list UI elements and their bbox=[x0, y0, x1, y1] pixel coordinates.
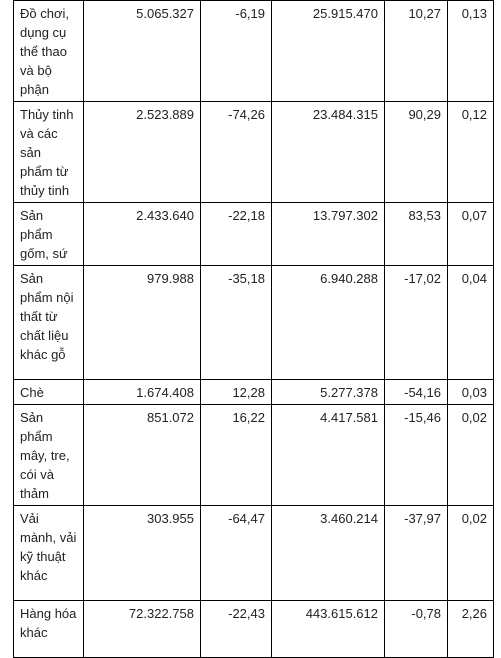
value-cell: 2.433.640 bbox=[83, 202, 201, 266]
change-percent-cell: -0,78 bbox=[384, 600, 448, 658]
product-name-cell: Sản phẩm gốm, sứ bbox=[13, 202, 84, 266]
value-cell: 23.484.315 bbox=[271, 101, 385, 203]
change-percent-cell: -35,18 bbox=[200, 265, 272, 380]
value-cell: 3.460.214 bbox=[271, 505, 385, 601]
share-percent-cell: 0,13 bbox=[447, 0, 494, 102]
value-cell: 4.417.581 bbox=[271, 404, 385, 506]
product-name-cell: Chè bbox=[13, 379, 84, 405]
value-cell: 72.322.758 bbox=[83, 600, 201, 658]
change-percent-cell: -22,43 bbox=[200, 600, 272, 658]
value-cell: 13.797.302 bbox=[271, 202, 385, 266]
change-percent-cell: 90,29 bbox=[384, 101, 448, 203]
export-data-table: Đồ chơi, dụng cụ thể thao và bộ phận 5.06… bbox=[13, 0, 494, 658]
table-row: Thủy tinh và các sản phẩm từ thủy tinh 2.… bbox=[13, 101, 494, 203]
change-percent-cell: -6,19 bbox=[200, 0, 272, 102]
product-name-cell: Sản phẩm nội thất từ chất liệu khác gỗ bbox=[13, 265, 84, 380]
change-percent-cell: 16,22 bbox=[200, 404, 272, 506]
share-percent-cell: 0,04 bbox=[447, 265, 494, 380]
product-name-cell: Sản phẩm mây, tre, cói và thảm bbox=[13, 404, 84, 506]
product-name-cell: Thủy tinh và các sản phẩm từ thủy tinh bbox=[13, 101, 84, 203]
share-percent-cell: 0,03 bbox=[447, 379, 494, 405]
value-cell: 851.072 bbox=[83, 404, 201, 506]
value-cell: 303.955 bbox=[83, 505, 201, 601]
value-cell: 5.277.378 bbox=[271, 379, 385, 405]
value-cell: 1.674.408 bbox=[83, 379, 201, 405]
value-cell: 25.915.470 bbox=[271, 0, 385, 102]
change-percent-cell: -37,97 bbox=[384, 505, 448, 601]
change-percent-cell: -64,47 bbox=[200, 505, 272, 601]
value-cell: 5.065.327 bbox=[83, 0, 201, 102]
value-cell: 979.988 bbox=[83, 265, 201, 380]
share-percent-cell: 0,12 bbox=[447, 101, 494, 203]
share-percent-cell: 0,07 bbox=[447, 202, 494, 266]
product-name-cell: Đồ chơi, dụng cụ thể thao và bộ phận bbox=[13, 0, 84, 102]
change-percent-cell: -74,26 bbox=[200, 101, 272, 203]
table-row: Đồ chơi, dụng cụ thể thao và bộ phận 5.06… bbox=[13, 0, 494, 102]
change-percent-cell: 12,28 bbox=[200, 379, 272, 405]
change-percent-cell: -17,02 bbox=[384, 265, 448, 380]
table-row: Sản phẩm gốm, sứ 2.433.640 -22,18 13.797.30… bbox=[13, 202, 494, 266]
share-percent-cell: 2,26 bbox=[447, 600, 494, 658]
change-percent-cell: -15,46 bbox=[384, 404, 448, 506]
table-row: Chè 1.674.408 12,28 5.277.378 -54,16 0,03 bbox=[13, 379, 494, 405]
change-percent-cell: 83,53 bbox=[384, 202, 448, 266]
value-cell: 2.523.889 bbox=[83, 101, 201, 203]
table-row: Sản phẩm nội thất từ chất liệu khác gỗ 97… bbox=[13, 265, 494, 380]
table-body: Đồ chơi, dụng cụ thể thao và bộ phận 5.06… bbox=[13, 0, 494, 658]
table-row: Hàng hóa khác 72.322.758 -22,43 443.615.612… bbox=[13, 600, 494, 658]
table-row: Sản phẩm mây, tre, cói và thảm 851.072 16,… bbox=[13, 404, 494, 506]
share-percent-cell: 0,02 bbox=[447, 404, 494, 506]
product-name-cell: Hàng hóa khác bbox=[13, 600, 84, 658]
share-percent-cell: 0,02 bbox=[447, 505, 494, 601]
value-cell: 443.615.612 bbox=[271, 600, 385, 658]
change-percent-cell: -54,16 bbox=[384, 379, 448, 405]
product-name-cell: Vải mành, vải kỹ thuật khác bbox=[13, 505, 84, 601]
value-cell: 6.940.288 bbox=[271, 265, 385, 380]
change-percent-cell: -22,18 bbox=[200, 202, 272, 266]
table-row: Vải mành, vải kỹ thuật khác 303.955 -64,47… bbox=[13, 505, 494, 601]
change-percent-cell: 10,27 bbox=[384, 0, 448, 102]
